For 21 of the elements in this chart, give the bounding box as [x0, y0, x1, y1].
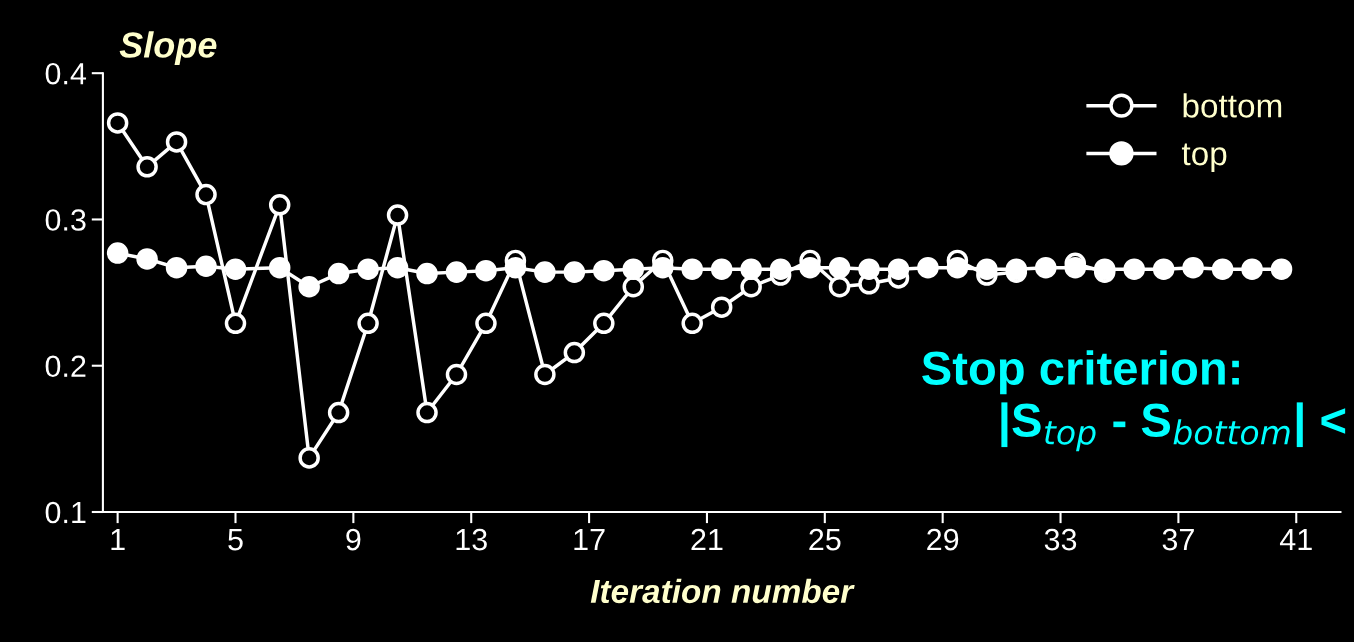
legend-label: top — [1181, 143, 1227, 172]
x-tick-label: 9 — [346, 528, 361, 551]
x-tick-label: 5 — [228, 529, 243, 551]
x-tick-label: 37 — [1162, 528, 1194, 551]
x-tick-label: 29 — [927, 528, 959, 551]
x-axis-title: Iteration number — [590, 578, 855, 604]
y-tick-label: 0.1 — [45, 501, 86, 524]
annotation: |S$_{top}$ - S$_{bottom}$| < — [1001, 402, 1346, 452]
y-tick-label: 0.3 — [45, 209, 86, 231]
legend-label: bottom — [1183, 93, 1282, 118]
annotation: Stop criterion: — [922, 350, 1239, 395]
x-tick-label: 13 — [456, 528, 487, 551]
y-tick-label: 0.4 — [45, 62, 87, 85]
x-tick-label: 25 — [809, 528, 841, 551]
x-tick-label: 21 — [691, 528, 723, 551]
x-tick-label: 33 — [1044, 528, 1077, 551]
x-tick-label: 1 — [111, 529, 125, 551]
y-tick-label: 0.2 — [45, 355, 86, 378]
x-tick-label: 17 — [574, 529, 605, 551]
chart-title: Slope — [119, 31, 217, 65]
x-tick-label: 41 — [1279, 529, 1312, 551]
